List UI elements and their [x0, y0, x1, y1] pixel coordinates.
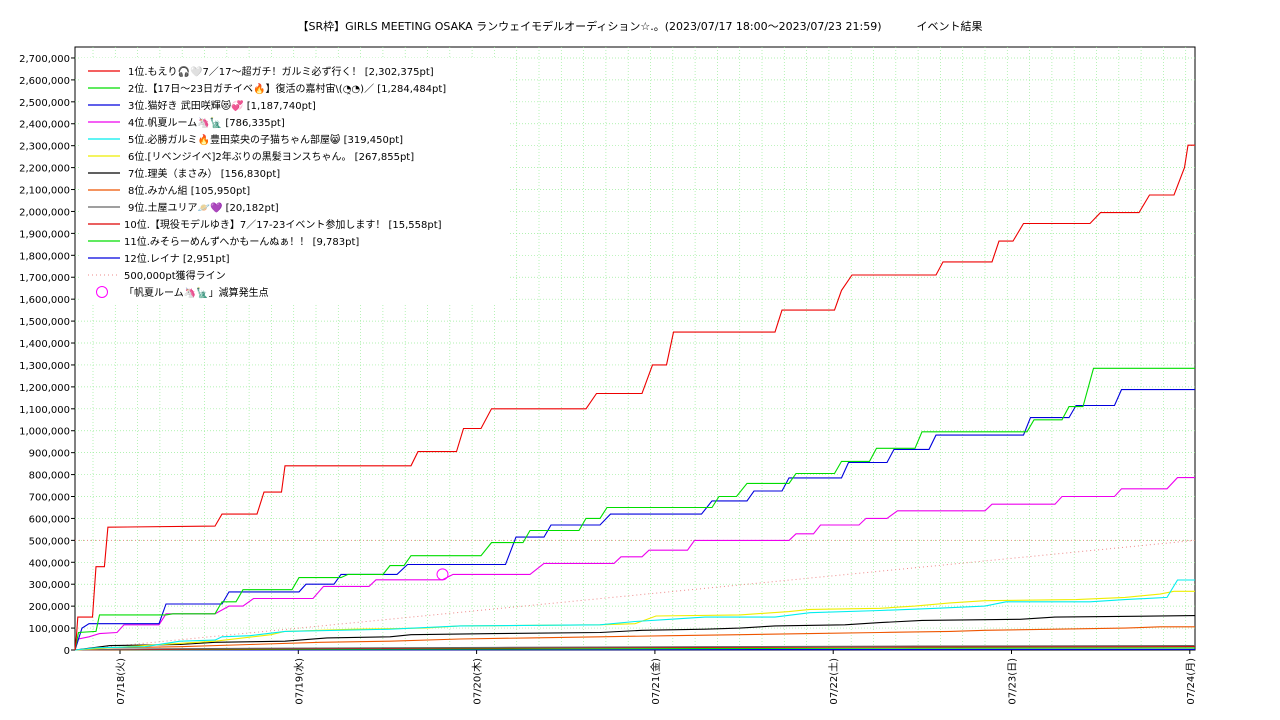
legend-label: 6位.[リベンジイベ]2年ぶりの黒髪ヨンスちゃん。 [267,855pt]: [128, 150, 414, 163]
y-tick-label: 700,000: [29, 493, 70, 504]
y-tick-label: 1,600,000: [19, 295, 70, 306]
legend-marker: [96, 286, 108, 298]
y-tick-label: 900,000: [29, 449, 70, 460]
y-tick-label: 2,200,000: [19, 164, 70, 175]
chart-subtitle: イベント結果: [916, 20, 983, 33]
series-line: [74, 590, 1195, 651]
y-tick-label: 1,800,000: [19, 251, 70, 262]
x-tick-label: 07/18(火): [115, 658, 127, 705]
x-tick-label: 07/19(水): [293, 658, 305, 705]
x-tick-label: 07/20(木): [472, 658, 484, 705]
y-tick-label: 2,500,000: [19, 98, 70, 109]
series-line: [74, 646, 1196, 651]
y-tick-label: 400,000: [29, 558, 70, 569]
y-tick-label: 1,500,000: [19, 317, 70, 328]
chart-title-main: 【SR枠】GIRLS MEETING OSAKA ランウェイモデルオーディション…: [297, 20, 882, 33]
y-tick-label: 1,200,000: [19, 383, 70, 394]
y-tick-label: 1,900,000: [19, 229, 70, 240]
legend-label: 11位.みそらーめんずへかもーんぬぁ！！ [9,783pt]: [124, 235, 359, 248]
series-line: [74, 626, 1195, 651]
series-line: [74, 477, 1195, 651]
y-tick-label: 2,300,000: [19, 142, 70, 153]
x-tick-label: 07/22(土): [827, 658, 840, 705]
y-tick-label: 800,000: [29, 471, 70, 482]
legend-label: 1位.もえり🎧🤍7／17〜超ガチ！ガルミ必ず行く！ [2,302,375pt]: [128, 65, 434, 78]
y-tick-label: 1,300,000: [19, 361, 70, 372]
series-line: [74, 645, 1196, 651]
y-tick-label: 1,000,000: [19, 427, 70, 438]
y-tick-label: 100,000: [29, 624, 70, 635]
legend-label: 2位.【17日〜23日ガチイベ🔥】復活の嘉村宙\(◔̯◔)／ [1,284,48…: [128, 82, 446, 95]
x-tick-label: 07/23(日): [1008, 658, 1019, 705]
series-line: [74, 367, 1195, 651]
legend-label: 8位.みかん組 [105,950pt]: [128, 184, 250, 197]
y-tick-label: 1,700,000: [19, 273, 70, 284]
x-tick-label: 07/21(金): [649, 658, 662, 705]
y-tick-label: 2,400,000: [19, 120, 70, 131]
legend-label: 9位.土屋ユリア🪐💜 [20,182pt]: [128, 201, 279, 214]
y-tick-label: 300,000: [29, 580, 70, 591]
y-tick-label: 2,700,000: [19, 54, 70, 65]
series-line: [74, 615, 1196, 651]
series-line: [74, 579, 1195, 651]
chart-title: 【SR枠】GIRLS MEETING OSAKA ランウェイモデルオーディション…: [0, 18, 1280, 34]
legend-label: 7位.理美（まさみ） [156,830pt]: [128, 167, 280, 180]
series-line: [74, 389, 1195, 651]
legend-label: 500,000pt獲得ライン: [124, 269, 226, 282]
legend-label: 「帆夏ルーム🦄🗽」減算発生点: [124, 286, 269, 299]
legend-box: [80, 58, 510, 304]
y-tick-label: 2,000,000: [19, 207, 70, 218]
y-tick-label: 1,100,000: [19, 405, 70, 416]
y-tick-label: 200,000: [29, 602, 70, 613]
y-tick-label: 500,000: [29, 536, 70, 547]
legend-label: 10位.【現役モデルゆき】7／17-23イベント参加します！ [15,558pt…: [124, 218, 442, 231]
series-line: [74, 144, 1195, 651]
y-tick-label: 0: [64, 646, 70, 657]
y-tick-label: 600,000: [29, 514, 70, 525]
legend-label: 4位.帆夏ルーム🦄🗽 [786,335pt]: [128, 116, 285, 129]
legend-label: 5位.必勝ガルミ🔥豊田菜央の子猫ちゃん部屋😸 [319,450pt]: [128, 133, 403, 146]
y-tick-label: 2,600,000: [19, 76, 70, 87]
y-tick-label: 2,100,000: [19, 186, 70, 197]
legend-label: 12位.レイナ [2,951pt]: [124, 252, 230, 265]
y-tick-label: 1,400,000: [19, 339, 70, 350]
x-tick-label: 07/24(月): [1185, 658, 1197, 705]
legend-label: 3位.猫好き 武田咲輝😻💞 [1,187,740pt]: [128, 99, 316, 112]
decrease-marker: [436, 568, 449, 581]
